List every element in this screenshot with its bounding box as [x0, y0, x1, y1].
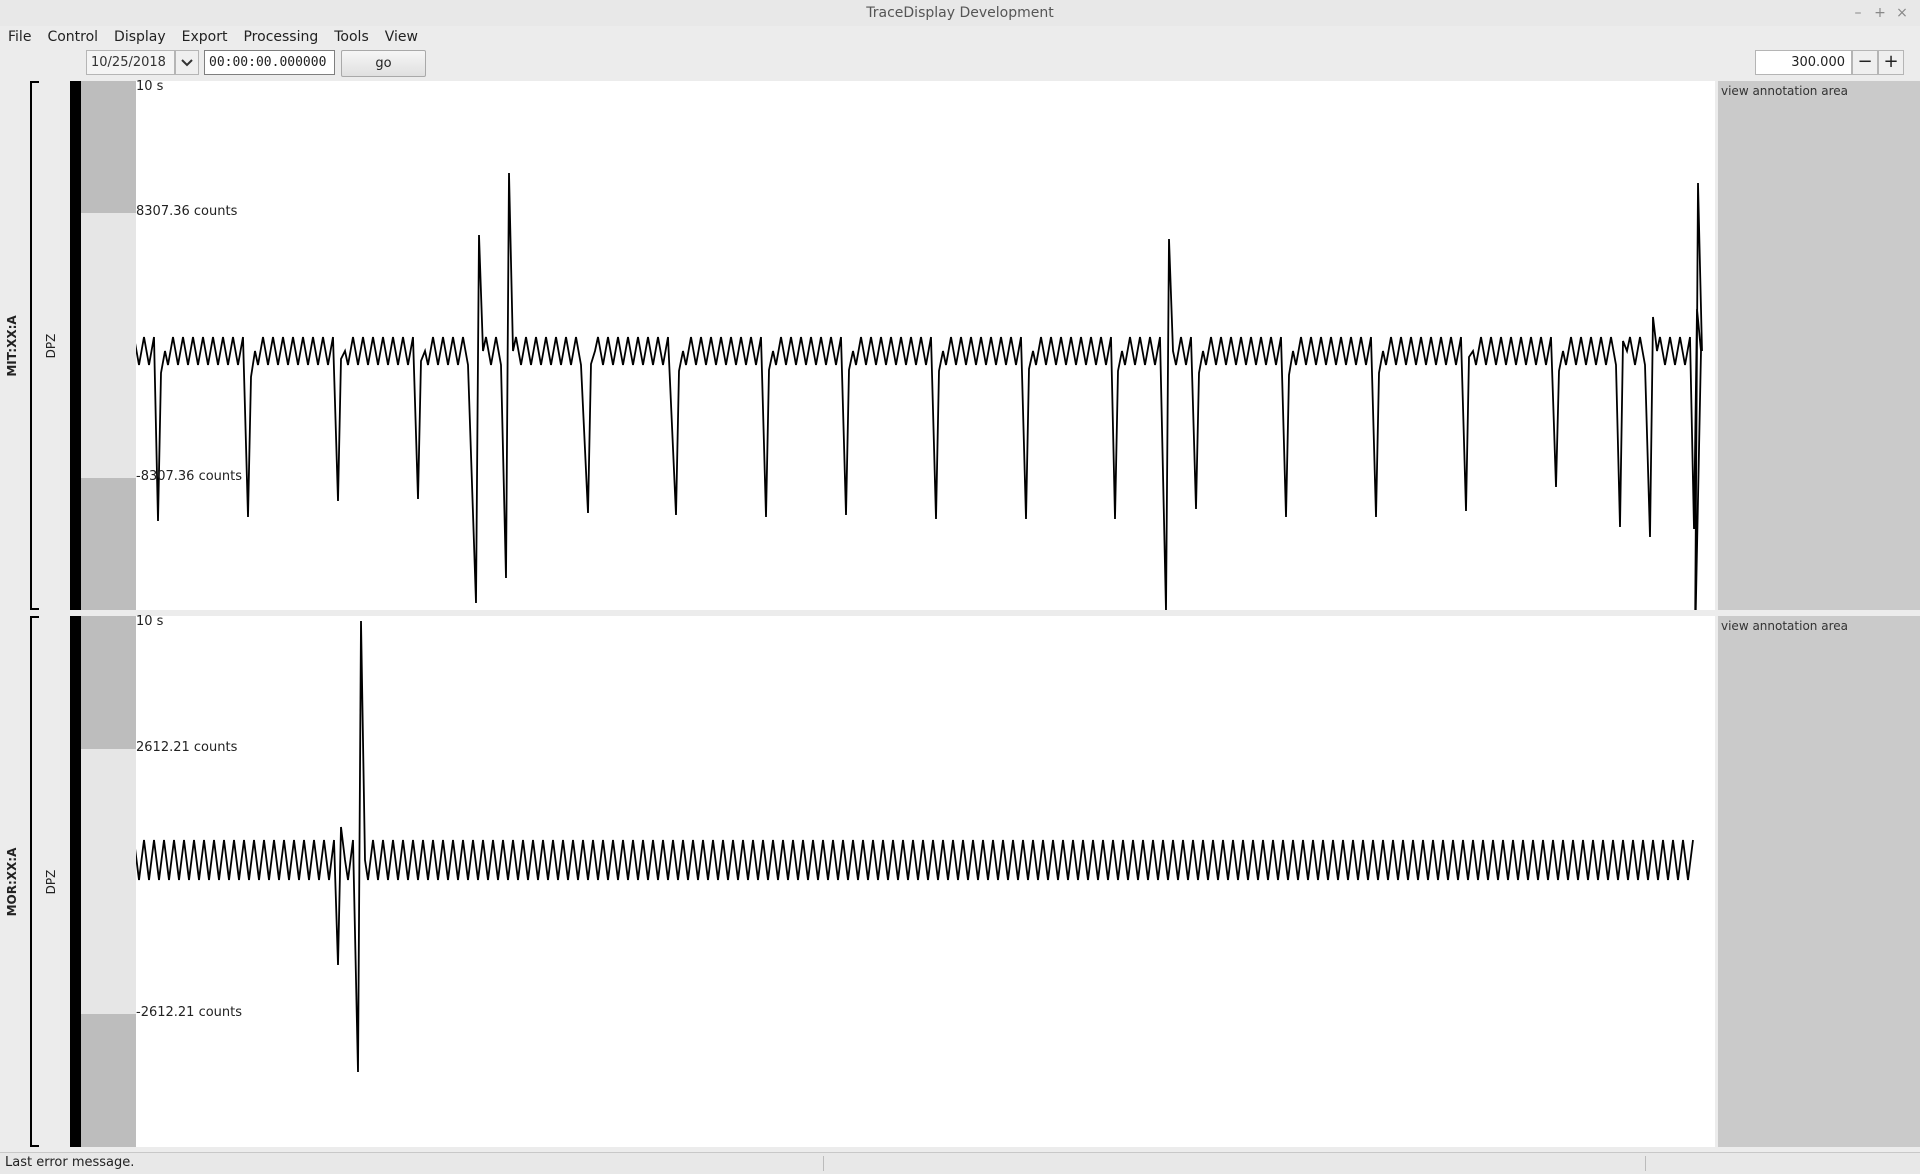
channel-label: DPZ	[44, 869, 58, 894]
station-label: MIT:XX:A	[5, 314, 19, 377]
menu-processing[interactable]: Processing	[243, 29, 319, 45]
amplitude-scale	[81, 616, 136, 1147]
menu-export[interactable]: Export	[181, 29, 228, 45]
amplitude-min-label: -8307.36 counts	[136, 469, 243, 484]
menu-bar: File Control Display Export Processing T…	[0, 26, 1920, 48]
amplitude-max-label: 8307.36 counts	[136, 204, 238, 219]
amplitude-min-label: -2612.21 counts	[136, 1005, 243, 1020]
time-input[interactable]: 00:00:00.000000	[204, 50, 335, 75]
chevron-down-icon	[181, 59, 193, 67]
annotation-label: view annotation area	[1721, 84, 1848, 98]
waveform-trace	[80, 620, 1694, 1073]
waveform-trace	[80, 172, 1703, 610]
station-label: MOR:XX:A	[5, 847, 19, 916]
increase-button[interactable]: +	[1878, 50, 1904, 75]
date-field[interactable]: 10/25/2018	[86, 50, 175, 75]
amplitude-max-label: 2612.21 counts	[136, 740, 238, 755]
maximize-icon[interactable]: +	[1874, 5, 1886, 21]
menu-display[interactable]: Display	[114, 29, 166, 45]
time-scale-label: 10 s	[136, 79, 164, 94]
go-button[interactable]: go	[341, 50, 426, 77]
trace-panel-mor: MOR:XX:A DPZ 10 s 2612.21 counts -2612.2…	[0, 614, 1920, 1147]
annotation-area[interactable]: view annotation area	[1718, 81, 1920, 610]
close-icon[interactable]: ×	[1896, 5, 1908, 21]
menu-view[interactable]: View	[384, 29, 418, 45]
date-dropdown-button[interactable]	[175, 50, 199, 75]
title-bar: TraceDisplay Development – + ×	[0, 0, 1920, 26]
trace-select-bar[interactable]	[70, 81, 81, 610]
trace-area[interactable]	[135, 616, 1715, 1147]
status-divider	[1645, 1156, 1646, 1171]
channel-label: DPZ	[44, 333, 58, 358]
amplitude-scale	[81, 81, 136, 610]
status-bar: Last error message.	[0, 1152, 1920, 1174]
window-length-input[interactable]: 300.000	[1755, 50, 1852, 75]
window-controls: – + ×	[1852, 0, 1908, 26]
menu-tools[interactable]: Tools	[334, 29, 369, 45]
menu-control[interactable]: Control	[47, 29, 99, 45]
toolbar: 10/25/2018 00:00:00.000000 go 300.000 − …	[0, 48, 1920, 81]
window-title: TraceDisplay Development	[866, 5, 1054, 21]
trace-panel-mit: MIT:XX:A DPZ 10 s 8307.36 counts -8307.3…	[0, 79, 1920, 610]
trace-select-bar[interactable]	[70, 616, 81, 1147]
menu-file[interactable]: File	[8, 29, 32, 45]
annotation-area[interactable]: view annotation area	[1718, 616, 1920, 1147]
status-divider	[823, 1156, 824, 1171]
decrease-button[interactable]: −	[1852, 50, 1878, 75]
station-bracket	[30, 81, 39, 610]
status-message: Last error message.	[5, 1155, 135, 1170]
time-scale-label: 10 s	[136, 614, 164, 629]
station-bracket	[30, 616, 39, 1147]
annotation-label: view annotation area	[1721, 619, 1848, 633]
minimize-icon[interactable]: –	[1854, 5, 1862, 21]
